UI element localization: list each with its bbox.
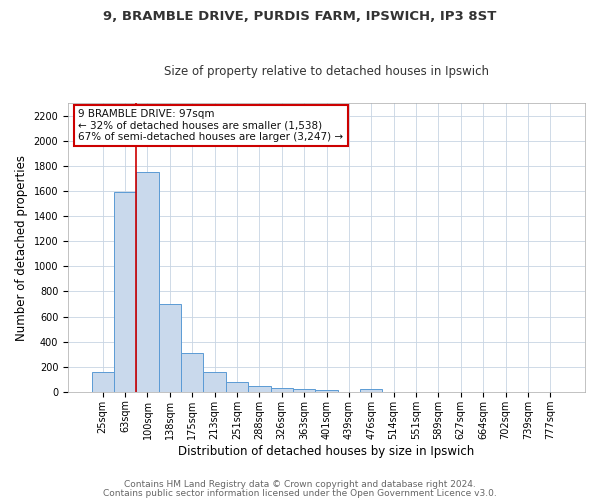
Text: Contains HM Land Registry data © Crown copyright and database right 2024.: Contains HM Land Registry data © Crown c…	[124, 480, 476, 489]
Bar	[316, 390, 338, 392]
Bar	[136, 172, 158, 392]
Text: 9 BRAMBLE DRIVE: 97sqm
← 32% of detached houses are smaller (1,538)
67% of semi-: 9 BRAMBLE DRIVE: 97sqm ← 32% of detached…	[79, 109, 343, 142]
Bar	[92, 372, 114, 392]
Text: Contains public sector information licensed under the Open Government Licence v3: Contains public sector information licen…	[103, 488, 497, 498]
Title: Size of property relative to detached houses in Ipswich: Size of property relative to detached ho…	[164, 66, 489, 78]
Y-axis label: Number of detached properties: Number of detached properties	[15, 154, 28, 340]
Text: 9, BRAMBLE DRIVE, PURDIS FARM, IPSWICH, IP3 8ST: 9, BRAMBLE DRIVE, PURDIS FARM, IPSWICH, …	[103, 10, 497, 23]
X-axis label: Distribution of detached houses by size in Ipswich: Distribution of detached houses by size …	[178, 444, 475, 458]
Bar	[158, 304, 181, 392]
Bar	[203, 372, 226, 392]
Bar	[293, 390, 316, 392]
Bar	[271, 388, 293, 392]
Bar	[226, 382, 248, 392]
Bar	[360, 390, 382, 392]
Bar	[114, 192, 136, 392]
Bar	[181, 353, 203, 392]
Bar	[248, 386, 271, 392]
